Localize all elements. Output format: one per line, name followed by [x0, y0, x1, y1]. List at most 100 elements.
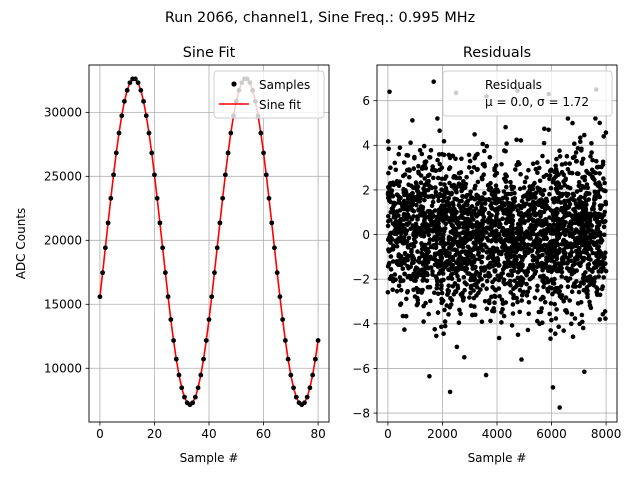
sample-point: [97, 294, 103, 300]
residual-point: [456, 320, 462, 326]
residual-point: [397, 145, 403, 151]
residual-point: [443, 174, 449, 179]
residual-point: [553, 186, 559, 191]
residual-point: [444, 303, 450, 308]
residual-point: [388, 254, 394, 259]
residual-point: [422, 197, 427, 203]
residual-point: [440, 198, 446, 204]
residual-point: [448, 241, 453, 247]
residual-point: [574, 189, 580, 194]
residual-point: [445, 290, 451, 296]
sample-point: [201, 356, 206, 362]
sample-point: [124, 87, 130, 93]
residual-point: [567, 251, 573, 257]
residual-point: [404, 296, 409, 302]
residual-point: [541, 229, 547, 234]
residual-point: [508, 224, 514, 230]
residual-point: [413, 180, 419, 185]
residual-point: [541, 209, 547, 215]
residual-point: [530, 266, 536, 272]
residual-point: [537, 165, 542, 171]
sine-fit-frame: [88, 64, 330, 423]
residual-point: [559, 274, 564, 279]
residual-point: [603, 250, 608, 255]
sine-fit-ytick-label: 10000: [44, 362, 82, 376]
residual-point: [599, 219, 605, 224]
residual-point: [525, 197, 531, 202]
residual-point: [582, 177, 588, 183]
sample-point: [127, 80, 133, 86]
residual-point: [489, 225, 494, 230]
residual-point: [457, 175, 463, 181]
residual-point: [548, 301, 554, 306]
residual-point: [463, 238, 469, 244]
residual-point: [545, 159, 550, 164]
residual-point: [526, 300, 532, 305]
residual-point: [493, 183, 499, 188]
residuals-ytick-label: 6: [362, 94, 370, 108]
residual-point: [426, 232, 432, 238]
residual-point: [534, 264, 540, 270]
residual-point: [567, 222, 573, 227]
residuals-xtick-label: 8000: [591, 427, 622, 441]
residual-point: [515, 229, 520, 234]
residual-point: [421, 276, 427, 282]
residual-point: [504, 174, 510, 179]
residual-point: [507, 262, 513, 268]
residual-point: [484, 286, 489, 292]
residual-point: [557, 148, 562, 153]
residual-point: [475, 179, 481, 185]
residual-point: [569, 311, 575, 317]
residual-point: [587, 282, 592, 288]
residual-point: [526, 311, 531, 317]
residual-point: [577, 216, 583, 222]
residual-point: [565, 167, 571, 172]
residual-point: [410, 118, 415, 123]
residual-point: [525, 218, 531, 223]
residual-point: [437, 161, 443, 167]
residual-point: [576, 221, 582, 227]
sample-point: [162, 270, 168, 276]
residual-point: [422, 218, 427, 224]
residual-point: [457, 307, 462, 313]
residual-point: [415, 249, 420, 254]
residual-point: [459, 188, 464, 194]
residual-point: [414, 183, 419, 189]
sample-point: [160, 245, 166, 251]
residual-point: [535, 232, 541, 237]
residual-point: [471, 240, 477, 246]
residual-point: [398, 221, 403, 227]
residual-point: [386, 214, 391, 219]
residual-point: [586, 253, 592, 258]
residual-point: [531, 210, 537, 216]
residual-point: [585, 191, 591, 196]
residual-point: [414, 302, 420, 308]
residual-point: [492, 293, 497, 299]
residual-point: [466, 253, 471, 258]
residual-point: [390, 247, 396, 252]
residual-point: [439, 324, 444, 330]
residual-point: [556, 324, 561, 330]
residual-point: [386, 262, 392, 268]
residual-point: [434, 276, 440, 281]
residual-point: [554, 226, 560, 231]
residual-point: [554, 156, 559, 162]
residual-point: [403, 256, 409, 261]
residual-point: [583, 245, 588, 251]
residuals-xlabel: Sample #: [468, 451, 527, 465]
residual-point: [451, 202, 456, 208]
residual-point: [568, 243, 574, 248]
residual-point: [408, 140, 413, 145]
sample-point: [266, 195, 272, 201]
residual-point: [563, 308, 569, 313]
residual-point: [409, 216, 415, 222]
residual-point: [425, 194, 431, 199]
residual-point: [426, 311, 432, 317]
residual-point: [432, 290, 437, 296]
residual-point: [462, 280, 468, 285]
residual-point: [456, 256, 461, 262]
residual-point: [590, 250, 596, 256]
residual-point: [579, 146, 584, 152]
residual-point: [475, 193, 481, 199]
residual-point: [461, 220, 467, 226]
